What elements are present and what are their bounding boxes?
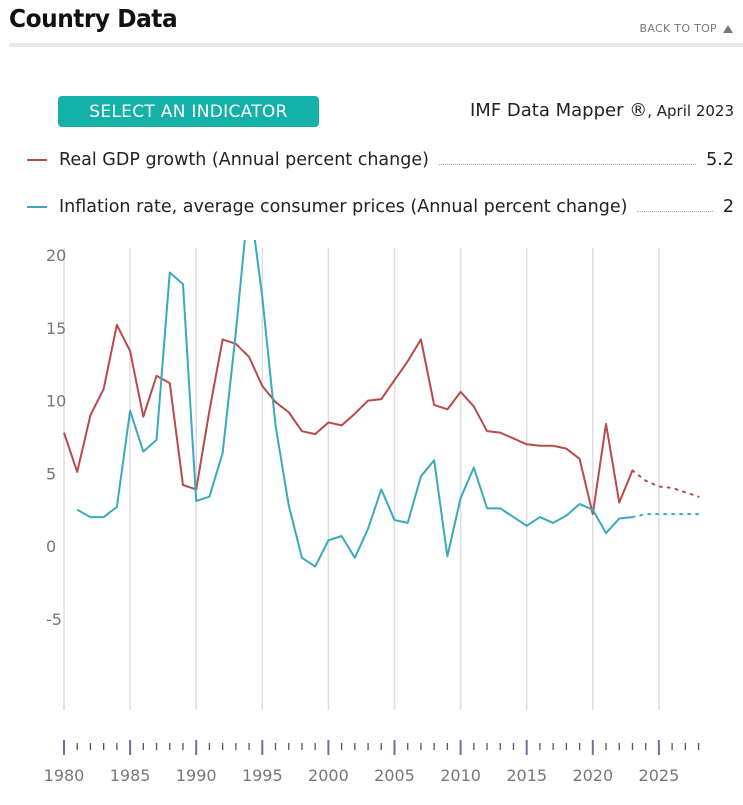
y-tick-label: 15 xyxy=(46,319,66,338)
legend-value-gdp: 5.2 xyxy=(706,150,734,170)
legend-swatch-gdp xyxy=(27,159,47,161)
x-tick-label: 2010 xyxy=(440,766,481,785)
series-projection-gdp xyxy=(631,469,700,498)
legend-value-inflation: 2 xyxy=(722,197,734,217)
back-to-top-link[interactable]: BACK TO TOP xyxy=(640,22,733,35)
page-title: Country Data xyxy=(9,4,178,33)
y-tick-label: 10 xyxy=(46,392,66,411)
back-to-top-label: BACK TO TOP xyxy=(639,22,717,35)
arrow-up-icon xyxy=(723,24,733,33)
x-tick-label: 2005 xyxy=(374,766,415,785)
legend-item-gdp[interactable]: Real GDP growth (Annual percent change) … xyxy=(27,149,734,171)
source-credit: IMF Data Mapper ®, April 2023 xyxy=(470,100,734,121)
x-tick-label: 1990 xyxy=(176,766,217,785)
x-tick-label: 2020 xyxy=(572,766,613,785)
y-tick-label: 0 xyxy=(46,537,56,556)
x-tick-label: 2015 xyxy=(506,766,547,785)
y-tick-label: 20 xyxy=(46,246,66,265)
select-indicator-button[interactable]: SELECT AN INDICATOR xyxy=(58,96,319,127)
x-tick-label: 2025 xyxy=(639,766,680,785)
x-tick-label: 1980 xyxy=(44,766,85,785)
source-name: IMF Data Mapper ® xyxy=(470,100,648,121)
legend-label-gdp: Real GDP growth (Annual percent change) xyxy=(59,150,429,170)
x-tick-label: 1995 xyxy=(242,766,283,785)
line-chart: 2520151050-51980198519901995200020052010… xyxy=(44,240,700,785)
legend-label-inflation: Inflation rate, average consumer prices … xyxy=(59,197,628,217)
y-tick-label: 5 xyxy=(46,464,56,483)
title-divider xyxy=(9,43,743,47)
legend-leader-inflation xyxy=(637,210,713,212)
series-line-inflation xyxy=(76,240,633,568)
series-line-gdp xyxy=(63,323,634,516)
series-projection-inflation xyxy=(631,513,700,519)
x-tick-label: 2000 xyxy=(308,766,349,785)
legend-leader-gdp xyxy=(438,163,697,165)
legend-item-inflation[interactable]: Inflation rate, average consumer prices … xyxy=(27,196,734,218)
legend-swatch-inflation xyxy=(27,206,47,208)
source-date: , April 2023 xyxy=(647,102,734,120)
y-tick-label: -5 xyxy=(46,610,62,629)
x-tick-label: 1985 xyxy=(110,766,151,785)
